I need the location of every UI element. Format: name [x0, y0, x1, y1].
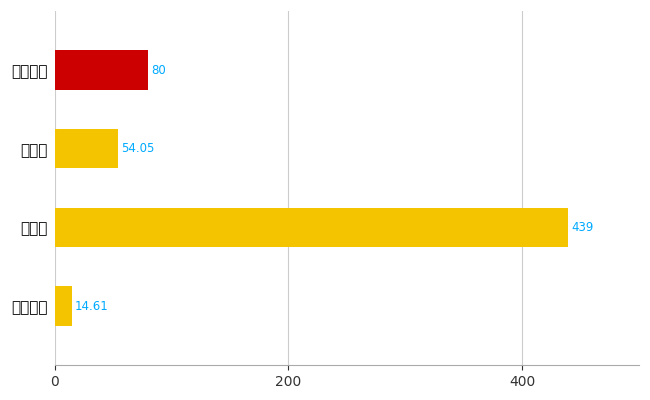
- Bar: [55, 286, 72, 326]
- Bar: [55, 208, 567, 247]
- Bar: [55, 129, 118, 168]
- Text: 54.05: 54.05: [122, 142, 155, 155]
- Text: 439: 439: [571, 221, 593, 234]
- Text: 80: 80: [151, 64, 166, 77]
- Text: 14.61: 14.61: [75, 300, 109, 313]
- Bar: [55, 50, 148, 90]
